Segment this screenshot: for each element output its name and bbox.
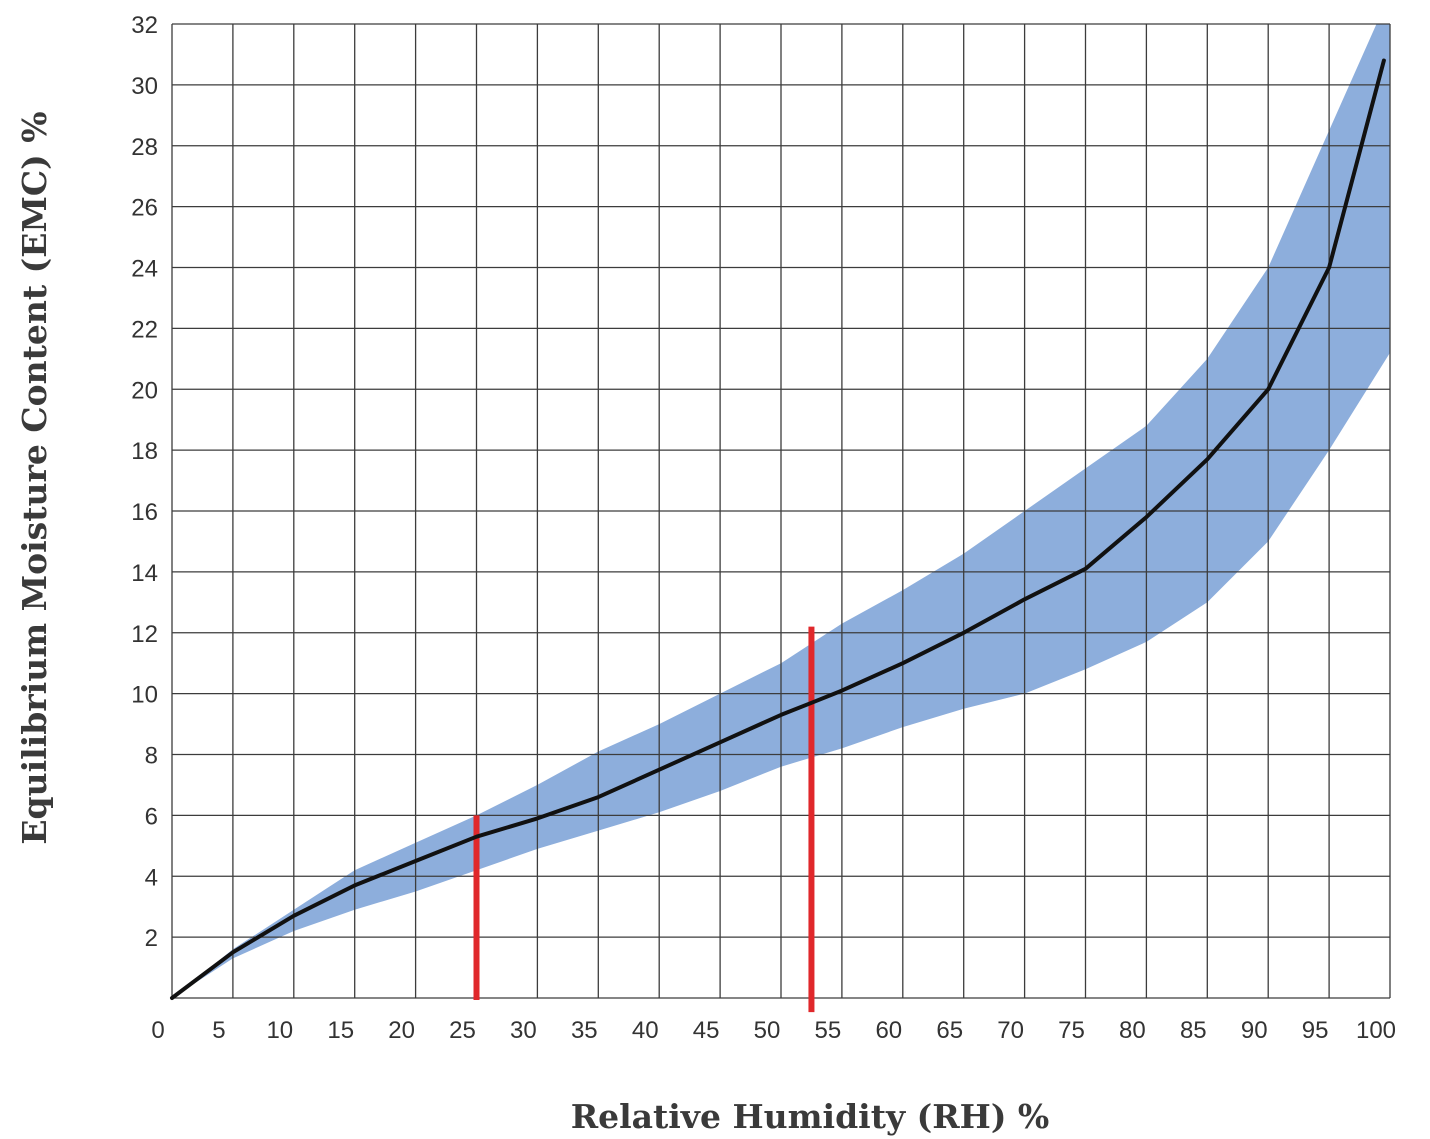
- x-tick-label: 85: [1180, 1017, 1207, 1044]
- y-tick-label: 12: [131, 621, 158, 648]
- y-tick-label: 20: [131, 377, 158, 404]
- y-tick-label: 26: [131, 195, 158, 222]
- y-tick-label: 8: [145, 743, 158, 770]
- y-tick-label: 30: [131, 73, 158, 100]
- y-tick-label: 14: [131, 560, 158, 587]
- y-tick-label: 10: [131, 682, 158, 709]
- x-axis-title: Relative Humidity (RH) %: [571, 1097, 1050, 1136]
- x-tick-label: 65: [936, 1017, 963, 1044]
- x-tick-label: 90: [1241, 1017, 1268, 1044]
- x-tick-label: 15: [327, 1017, 354, 1044]
- x-tick-label: 25: [449, 1017, 476, 1044]
- x-tick-label: 95: [1302, 1017, 1329, 1044]
- x-tick-label: 5: [212, 1017, 225, 1044]
- y-tick-label: 4: [145, 864, 158, 891]
- x-tick-label: 100: [1356, 1017, 1396, 1044]
- y-tick-label: 16: [131, 499, 158, 526]
- x-tick-labels: 0 5 10 15 20 25 30 35 40 45 50 55 60 65 70 75 80 85 90 95 10…: [151, 1017, 1396, 1044]
- emc-curve: [170, 58, 1386, 1000]
- x-tick-label: 55: [815, 1017, 842, 1044]
- x-tick-label: 80: [1119, 1017, 1146, 1044]
- x-tick-label: 40: [632, 1017, 659, 1044]
- y-tick-label: 2: [145, 925, 158, 952]
- reference-markers: [473, 626, 815, 1013]
- y-axis-title: Equilibrium Moisture Content (EMC) %: [15, 111, 54, 844]
- x-tick-label: 45: [693, 1017, 720, 1044]
- y-tick-label: 22: [131, 316, 158, 343]
- y-tick-label: 18: [131, 438, 158, 465]
- x-tick-label: 20: [388, 1017, 415, 1044]
- y-tick-label: 28: [131, 134, 158, 161]
- x-tick-label: 0: [151, 1017, 164, 1044]
- x-tick-label: 35: [571, 1017, 598, 1044]
- x-tick-label: 50: [754, 1017, 781, 1044]
- x-tick-label: 60: [875, 1017, 902, 1044]
- y-tick-label: 24: [131, 256, 158, 283]
- y-tick-label: 6: [145, 803, 158, 830]
- series-line: [170, 58, 1386, 1000]
- x-tick-label: 30: [510, 1017, 537, 1044]
- x-tick-label: 10: [266, 1017, 293, 1044]
- y-tick-label: 32: [131, 12, 158, 39]
- x-tick-label: 75: [1058, 1017, 1085, 1044]
- grid: [171, 23, 1391, 999]
- x-tick-label: 70: [997, 1017, 1024, 1044]
